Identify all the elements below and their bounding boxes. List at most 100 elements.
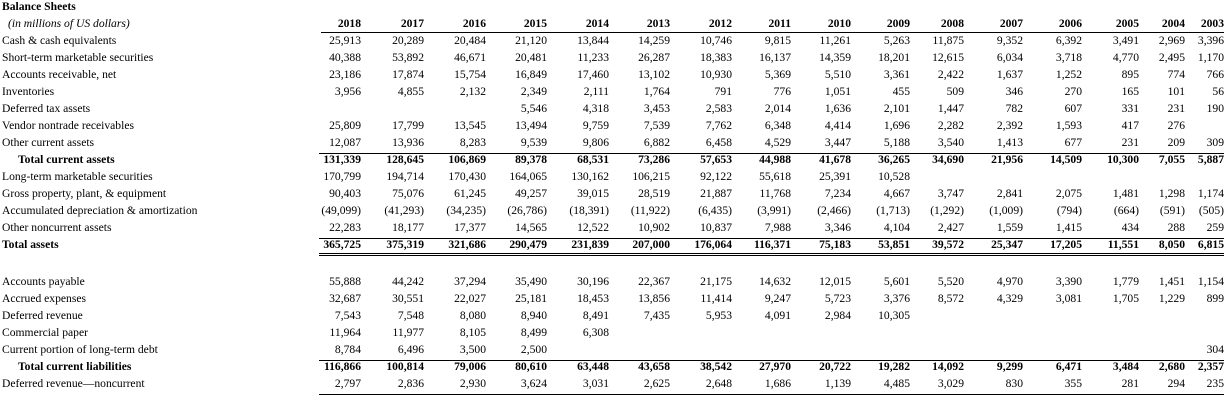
row-value: 3,029 <box>937 377 964 390</box>
row-value: 4,485 <box>883 377 910 390</box>
row-value: (664) <box>1113 204 1139 217</box>
row-value: 25,181 <box>515 292 547 305</box>
row-value: 131,339 <box>323 153 361 166</box>
row-value: 6,882 <box>643 136 670 149</box>
row-label: Total assets <box>2 238 59 251</box>
row-value: 21,175 <box>700 275 732 288</box>
row-value: 9,539 <box>520 136 547 149</box>
row-value: 8,050 <box>1158 238 1185 251</box>
row-value: 106,215 <box>632 170 670 183</box>
year-header: 2005 <box>1115 17 1139 30</box>
row-value: 5,546 <box>520 102 547 115</box>
row-value: 25,347 <box>991 238 1023 251</box>
row-value: 8,283 <box>459 136 486 149</box>
row-value: 16,849 <box>515 68 547 81</box>
row-value: 1,229 <box>1158 292 1185 305</box>
row-value: 55,618 <box>759 170 791 183</box>
row-value: 10,746 <box>700 34 732 47</box>
row-value: 18,383 <box>700 51 732 64</box>
row-value: 55,888 <box>329 275 361 288</box>
row-value: 9,247 <box>764 292 791 305</box>
row-value: 3,346 <box>824 221 851 234</box>
row-value: 12,615 <box>932 51 964 64</box>
row-value: 92,122 <box>700 170 732 183</box>
row-value: 2,984 <box>824 309 851 322</box>
row-value: 170,430 <box>448 170 486 183</box>
year-header: 2013 <box>646 17 670 30</box>
row-value: 9,815 <box>764 34 791 47</box>
row-value: 209 <box>1167 136 1185 149</box>
row-value: 1,636 <box>824 102 851 115</box>
row-value: 79,006 <box>454 360 486 373</box>
row-value: 4,667 <box>883 187 910 200</box>
row-value: 10,837 <box>700 221 732 234</box>
row-value: 18,177 <box>392 221 424 234</box>
row-value: 14,359 <box>819 51 851 64</box>
bottom-rule <box>319 394 1224 395</box>
row-value: 25,391 <box>819 170 851 183</box>
year-header: 2017 <box>400 17 424 30</box>
row-value: 4,414 <box>824 119 851 132</box>
row-label: Accounts payable <box>2 275 85 288</box>
row-value: 13,494 <box>515 119 547 132</box>
row-value: 14,259 <box>638 34 670 47</box>
row-label: Vendor nontrade receivables <box>2 119 134 132</box>
row-value: 4,091 <box>764 309 791 322</box>
row-value: 607 <box>1064 102 1082 115</box>
row-value: 8,572 <box>937 292 964 305</box>
row-value: 7,234 <box>824 187 851 200</box>
row-value: 766 <box>1206 68 1224 81</box>
row-label: Short-term marketable securities <box>2 51 154 64</box>
row-value: 4,529 <box>764 136 791 149</box>
row-value: 5,601 <box>883 275 910 288</box>
row-value: 2,648 <box>705 377 732 390</box>
year-header: 2009 <box>886 17 910 30</box>
row-value: 14,565 <box>515 221 547 234</box>
row-value: 4,970 <box>996 275 1023 288</box>
row-label: Commercial paper <box>2 326 88 339</box>
row-value: 231,839 <box>571 238 609 251</box>
row-value: 231 <box>1121 136 1139 149</box>
row-value: 14,092 <box>932 360 964 373</box>
row-value: 39,572 <box>932 238 964 251</box>
row-label: Accounts receivable, net <box>2 68 117 81</box>
row-value: 2,583 <box>705 102 732 115</box>
row-value: 2,427 <box>937 221 964 234</box>
row-value: 509 <box>946 85 964 98</box>
row-value: 5,953 <box>705 309 732 322</box>
row-value: 18,201 <box>878 51 910 64</box>
row-label: Long-term marketable securities <box>2 170 153 183</box>
row-value: 6,471 <box>1055 360 1082 373</box>
row-value: 3,361 <box>883 68 910 81</box>
row-value: 9,352 <box>996 34 1023 47</box>
row-value: 8,499 <box>520 326 547 339</box>
row-value: 44,242 <box>392 275 424 288</box>
row-value: 7,988 <box>764 221 791 234</box>
row-label: Inventories <box>2 85 55 98</box>
row-value: 26,287 <box>638 51 670 64</box>
row-value: 22,367 <box>638 275 670 288</box>
row-value: 1,705 <box>1112 292 1139 305</box>
row-value: 7,543 <box>334 309 361 322</box>
row-value: 49,257 <box>515 187 547 200</box>
row-value: 11,768 <box>759 187 791 200</box>
row-label: Accumulated depreciation & amortization <box>2 204 198 217</box>
row-value: 346 <box>1005 85 1023 98</box>
row-value: 4,329 <box>996 292 1023 305</box>
row-value: 75,183 <box>819 238 851 251</box>
row-value: 4,770 <box>1112 51 1139 64</box>
total-assets-double-rule <box>319 253 1224 256</box>
row-value: 53,892 <box>392 51 424 64</box>
row-value: 1,481 <box>1112 187 1139 200</box>
year-header: 2014 <box>585 17 609 30</box>
row-value: 3,540 <box>937 136 964 149</box>
row-value: 46,671 <box>454 51 486 64</box>
row-value: 7,055 <box>1158 153 1185 166</box>
row-value: 116,866 <box>323 360 361 373</box>
row-value: 101 <box>1167 85 1185 98</box>
row-value: 321,686 <box>448 238 486 251</box>
row-value: 2,969 <box>1158 34 1185 47</box>
row-value: 6,458 <box>705 136 732 149</box>
row-value: 2,282 <box>937 119 964 132</box>
row-value: 1,174 <box>1197 187 1224 200</box>
